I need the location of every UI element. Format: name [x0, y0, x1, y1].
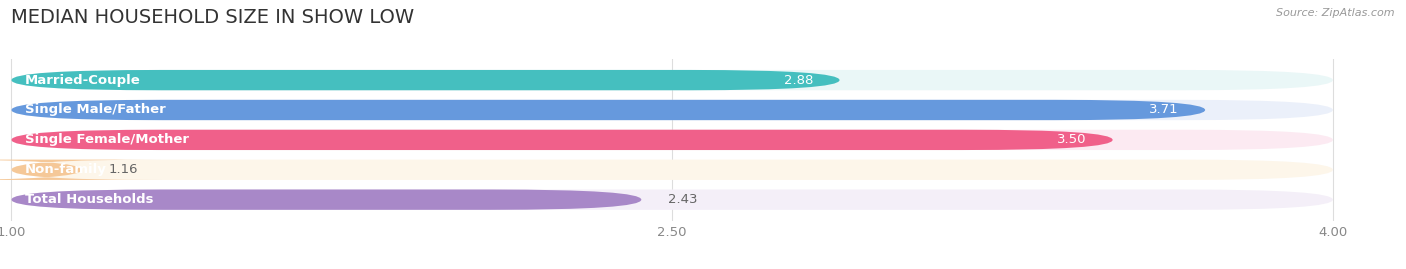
Text: Source: ZipAtlas.com: Source: ZipAtlas.com	[1277, 8, 1395, 18]
FancyBboxPatch shape	[11, 160, 1333, 180]
Text: 2.88: 2.88	[783, 74, 813, 87]
Text: 3.50: 3.50	[1057, 133, 1087, 146]
FancyBboxPatch shape	[11, 189, 1333, 210]
Text: Single Male/Father: Single Male/Father	[25, 104, 166, 116]
FancyBboxPatch shape	[11, 70, 1333, 90]
FancyBboxPatch shape	[11, 100, 1205, 120]
FancyBboxPatch shape	[11, 130, 1112, 150]
FancyBboxPatch shape	[0, 160, 162, 180]
Text: 3.71: 3.71	[1149, 104, 1178, 116]
Text: Single Female/Mother: Single Female/Mother	[25, 133, 188, 146]
Text: Non-family: Non-family	[25, 163, 107, 176]
FancyBboxPatch shape	[11, 70, 839, 90]
Text: Married-Couple: Married-Couple	[25, 74, 141, 87]
Text: 2.43: 2.43	[668, 193, 697, 206]
Text: 1.16: 1.16	[108, 163, 138, 176]
Text: MEDIAN HOUSEHOLD SIZE IN SHOW LOW: MEDIAN HOUSEHOLD SIZE IN SHOW LOW	[11, 8, 415, 27]
Text: Total Households: Total Households	[25, 193, 153, 206]
FancyBboxPatch shape	[11, 130, 1333, 150]
FancyBboxPatch shape	[11, 100, 1333, 120]
FancyBboxPatch shape	[11, 189, 641, 210]
